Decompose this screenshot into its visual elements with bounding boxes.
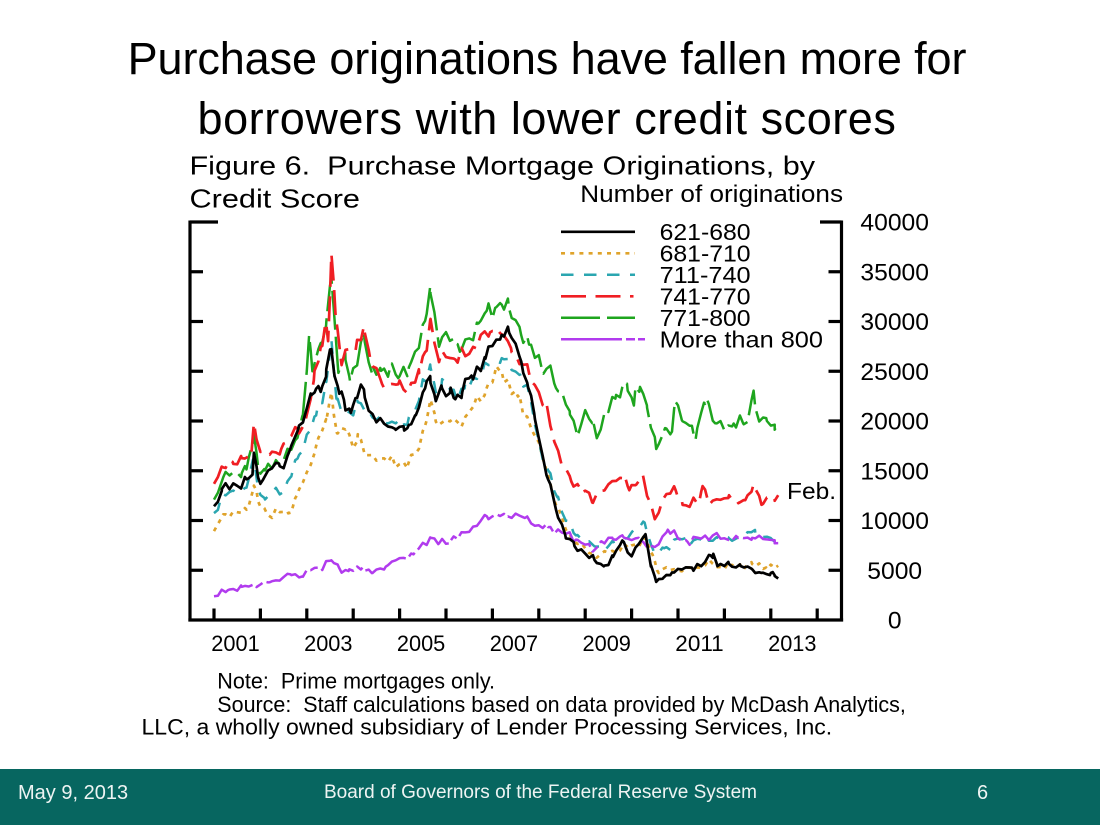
- svg-text:25000: 25000: [860, 359, 929, 386]
- svg-text:2003: 2003: [304, 631, 352, 656]
- svg-text:681-710: 681-710: [660, 241, 751, 267]
- svg-text:15000: 15000: [860, 458, 929, 485]
- svg-text:741-770: 741-770: [660, 284, 751, 310]
- svg-text:771-800: 771-800: [660, 305, 751, 331]
- svg-text:2009: 2009: [583, 631, 631, 656]
- svg-text:Source: Staff calculations ba: Source: Staff calculations based on data…: [217, 692, 906, 717]
- svg-text:711-740: 711-740: [660, 262, 751, 288]
- svg-text:2001: 2001: [211, 631, 259, 656]
- svg-text:Number of originations: Number of originations: [580, 181, 843, 208]
- svg-text:0: 0: [888, 608, 902, 635]
- svg-text:Note: Prime mortgages only.: Note: Prime mortgages only.: [217, 669, 495, 694]
- svg-text:2013: 2013: [768, 631, 816, 656]
- svg-text:2011: 2011: [675, 631, 723, 656]
- svg-text:LLC, a wholly owned subsidiary: LLC, a wholly owned subsidiary of Lender…: [142, 715, 833, 740]
- svg-text:2007: 2007: [490, 631, 538, 656]
- svg-text:5000: 5000: [867, 558, 922, 585]
- svg-text:40000: 40000: [860, 210, 929, 237]
- svg-text:10000: 10000: [860, 508, 929, 535]
- svg-text:621-680: 621-680: [660, 219, 751, 245]
- svg-text:Feb.: Feb.: [787, 478, 836, 504]
- svg-text:More than 800: More than 800: [660, 327, 823, 353]
- svg-text:30000: 30000: [860, 309, 929, 336]
- svg-text:Credit Score: Credit Score: [190, 184, 361, 214]
- svg-text:35000: 35000: [860, 259, 929, 286]
- svg-text:2005: 2005: [397, 631, 445, 656]
- svg-text:20000: 20000: [860, 409, 929, 436]
- svg-text:Figure 6. Purchase Mortgage O: Figure 6. Purchase Mortgage Originations…: [190, 151, 816, 181]
